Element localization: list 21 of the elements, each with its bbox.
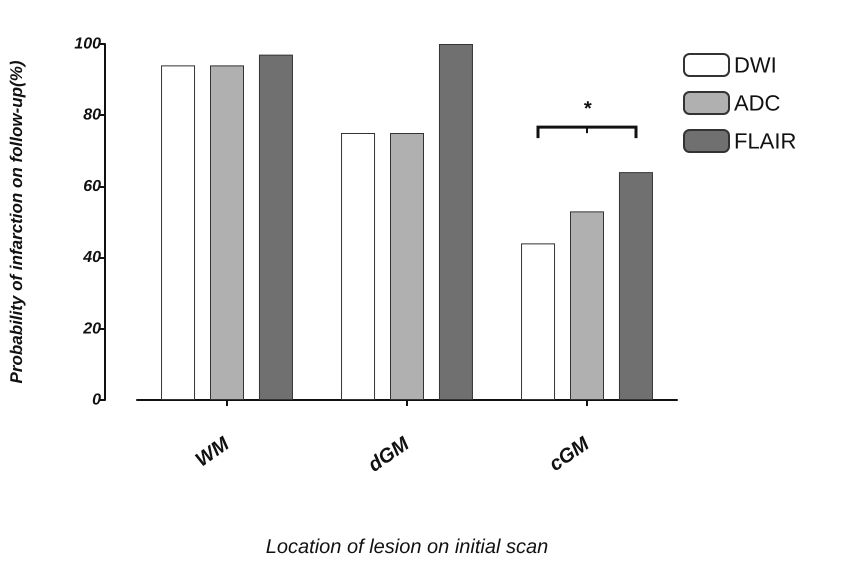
y-tick-label: 20 (82, 320, 102, 338)
y-tick-label: 60 (83, 178, 102, 195)
bar (618, 172, 653, 400)
bar (570, 211, 604, 400)
y-tick-label: 100 (74, 36, 102, 52)
bar (438, 44, 473, 400)
bar (210, 65, 244, 400)
x-axis-title: Location of lesion on initial scan (266, 536, 548, 558)
legend-label: ADC (734, 90, 781, 116)
bar (341, 133, 376, 400)
x-tick-label: WM (192, 432, 234, 472)
y-tick-label: 80 (83, 106, 102, 124)
legend-label: FLAIR (734, 128, 796, 154)
y-axis-title: Probability of infarction on follow-up(%) (7, 60, 26, 384)
bar (161, 65, 196, 400)
bar (521, 243, 556, 400)
y-tick-label: 40 (82, 249, 102, 266)
annotation: * (583, 98, 592, 120)
bar (390, 133, 424, 400)
legend-label: DWI (734, 52, 777, 78)
bar (258, 54, 293, 400)
